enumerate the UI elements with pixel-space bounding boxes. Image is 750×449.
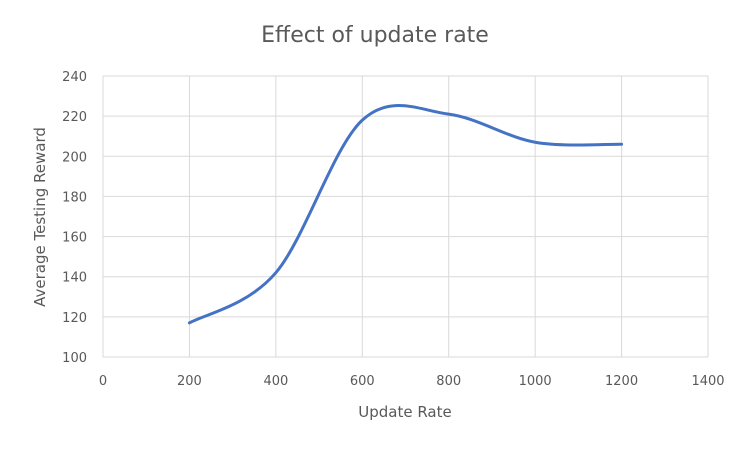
- x-axis-ticks: 0 200 400 600 800 1000 1200 1400: [99, 374, 725, 389]
- x-tick-label: 800: [436, 374, 461, 389]
- vertical-gridlines: [102, 76, 709, 357]
- y-tick-label: 180: [62, 190, 87, 205]
- x-tick-label: 0: [99, 374, 107, 389]
- series-layer: [187, 104, 624, 325]
- x-tick-label: 400: [263, 374, 288, 389]
- y-tick-label: 200: [62, 150, 87, 165]
- y-tick-label: 220: [62, 110, 87, 125]
- horizontal-gridlines: [103, 75, 708, 358]
- x-tick-label: 1000: [519, 374, 552, 389]
- y-tick-label: 100: [62, 351, 87, 366]
- series-line: [187, 104, 624, 325]
- y-axis-label: Average Testing Reward: [31, 127, 49, 307]
- chart-title: Effect of update rate: [261, 23, 489, 48]
- x-tick-label: 600: [350, 374, 375, 389]
- y-axis-ticks: 100 120 140 160 180 200 220 240: [62, 70, 87, 366]
- y-tick-label: 160: [62, 231, 87, 246]
- x-axis-label: Update Rate: [358, 403, 452, 421]
- x-tick-label: 200: [177, 374, 202, 389]
- y-tick-label: 240: [62, 70, 87, 85]
- y-tick-label: 120: [62, 311, 87, 326]
- x-tick-label: 1200: [605, 374, 638, 389]
- y-tick-label: 140: [62, 271, 87, 286]
- x-tick-label: 1400: [691, 374, 724, 389]
